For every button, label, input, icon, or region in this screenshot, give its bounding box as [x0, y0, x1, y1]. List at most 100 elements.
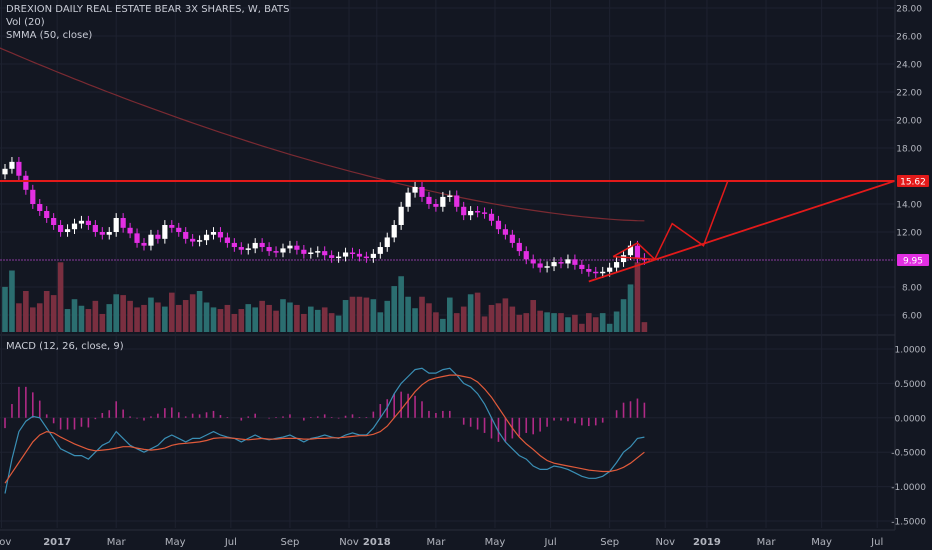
volume-bar: [509, 306, 516, 332]
trend-drawings[interactable]: [0, 180, 895, 283]
volume-bar: [384, 300, 391, 332]
time-tick-label: 2018: [363, 537, 391, 548]
candle-body: [280, 248, 286, 253]
volume-bar: [259, 300, 265, 332]
candle-body: [245, 248, 251, 250]
projection-zigzag: [654, 180, 729, 260]
volume-bar: [141, 304, 147, 332]
volume-bar: [301, 313, 307, 332]
volume-bar: [252, 307, 258, 332]
time-tick-label: Nov: [339, 537, 359, 548]
candle-body: [370, 253, 376, 258]
candle-body: [336, 256, 342, 259]
volume-bar: [391, 286, 397, 332]
volume-bar: [308, 306, 314, 332]
candle-body: [308, 252, 314, 254]
time-tick-label: 2019: [693, 537, 721, 548]
candle-body: [384, 237, 390, 248]
volume-bar: [134, 307, 140, 332]
volume-bar: [16, 303, 22, 332]
candle-body: [294, 245, 300, 250]
volume-bar: [467, 294, 474, 332]
candle-body: [113, 218, 119, 232]
time-tick-label: May: [485, 537, 506, 548]
volume-bar: [453, 313, 460, 332]
candle-body: [71, 223, 78, 230]
candle-body: [363, 256, 369, 259]
candle-body: [558, 262, 564, 264]
volume-bar: [349, 296, 356, 332]
candle-body: [134, 233, 140, 243]
macd-tick-label: -1.0000: [891, 483, 926, 493]
price-label-text: 15.62: [900, 178, 926, 188]
candle-body: [197, 240, 203, 242]
volume-bar: [162, 306, 168, 332]
candle-body: [162, 225, 168, 239]
price-tick-label: 6.00: [902, 312, 922, 322]
volume-bar: [634, 262, 641, 332]
time-tick-label: Nov: [0, 537, 11, 548]
candle-body: [572, 259, 578, 265]
volume-bar: [224, 304, 231, 332]
candle-body: [78, 220, 85, 224]
candle-body: [586, 269, 592, 272]
candle-body: [412, 186, 418, 193]
candle-body: [85, 220, 91, 225]
price-tick-label: 18.00: [896, 145, 922, 155]
volume-bar: [363, 297, 370, 332]
volume-bar: [586, 313, 592, 332]
candle-body: [287, 245, 293, 249]
candle-body: [58, 225, 64, 232]
volume-legend[interactable]: Vol (20): [6, 17, 45, 28]
smma-line: [0, 47, 895, 261]
price-candles: [2, 157, 647, 278]
candle-body: [579, 264, 585, 269]
volume-bar: [447, 297, 453, 332]
smma-curve: [0, 47, 645, 222]
candle-body: [127, 227, 133, 234]
volume-bar: [2, 286, 8, 332]
volume-bar: [155, 302, 161, 332]
volume-bar: [99, 313, 106, 332]
volume-bar: [544, 312, 550, 332]
candle-body: [106, 232, 112, 235]
volume-bar: [127, 300, 133, 332]
volume-bar: [71, 299, 78, 332]
volume-bars: [2, 262, 648, 332]
candle-body: [447, 195, 453, 197]
support-trendline: [588, 180, 895, 283]
candle-body: [349, 252, 356, 254]
macd-tick-label: 0.0000: [895, 414, 927, 424]
candle-body: [217, 232, 224, 238]
volume-bar: [85, 309, 92, 332]
time-tick-label: Mar: [757, 537, 777, 548]
volume-bar: [405, 296, 411, 332]
volume-bar: [196, 291, 203, 332]
candle-body: [398, 206, 404, 225]
volume-bar: [64, 309, 71, 332]
price-axes[interactable]: 28.00 26.00 24.00 22.00 20.00 18.00 14.00 12.00…: [891, 0, 929, 530]
macd-tick-label: 0.5000: [895, 380, 927, 390]
volume-bar: [613, 311, 620, 332]
volume-bar: [175, 304, 182, 332]
volume-bar: [342, 300, 349, 332]
time-axis[interactable]: Nov 2017 Mar May Jul Sep Nov 2018 Mar May Jul Sep No…: [0, 529, 895, 548]
candle-body: [190, 238, 196, 242]
volume-bar: [314, 309, 321, 332]
volume-bar: [495, 303, 502, 332]
time-tick-label: Nov: [655, 537, 675, 548]
volume-bar: [419, 296, 425, 332]
candle-body: [502, 229, 508, 235]
candle-body: [537, 263, 543, 268]
volume-bar: [523, 313, 530, 332]
candle-body: [120, 218, 126, 228]
candle-body: [92, 225, 98, 232]
volume-bar: [57, 262, 64, 332]
time-tick-label: May: [165, 537, 186, 548]
smma-legend[interactable]: SMMA (50, close): [6, 30, 93, 41]
macd-legend[interactable]: MACD (12, 26, close, 9): [6, 341, 124, 352]
price-label-text: 9.95: [903, 257, 923, 267]
volume-bar: [502, 298, 509, 332]
candle-body: [433, 204, 439, 207]
